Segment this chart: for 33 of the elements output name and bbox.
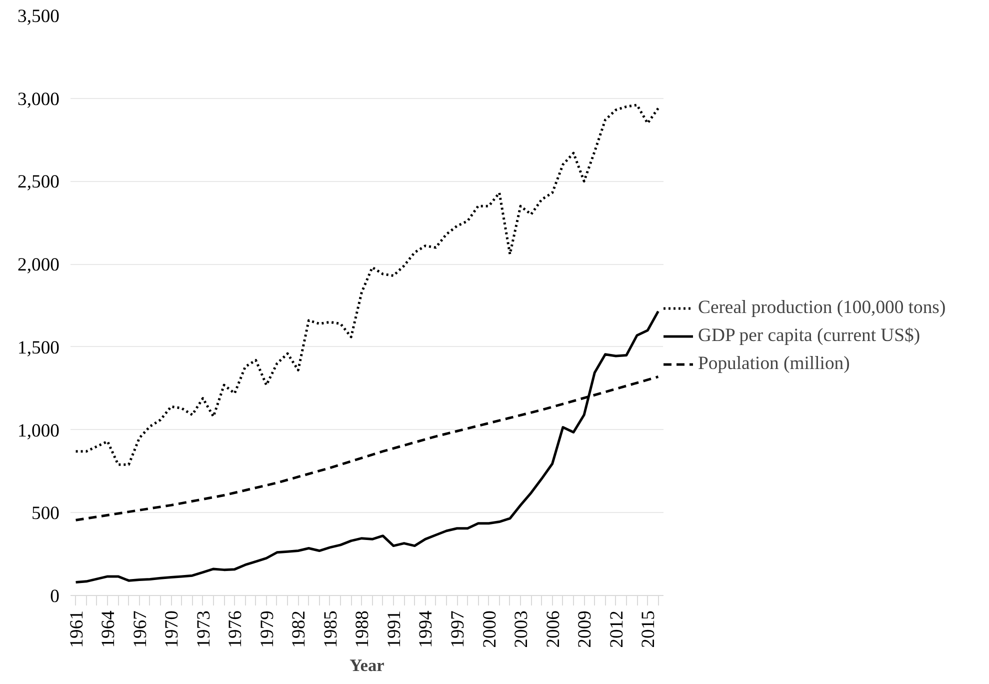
x-tick-label: 1976 (225, 610, 246, 648)
y-tick-label: 3,000 (18, 88, 60, 110)
x-tick-label: 2000 (479, 610, 500, 648)
x-tick-label: 1967 (130, 610, 151, 648)
x-tick-label: 1970 (162, 610, 183, 648)
x-tick-label: 1979 (256, 610, 278, 648)
x-tick-label: 2003 (511, 610, 532, 648)
x-tick-label: 1991 (384, 610, 405, 648)
x-tick-label: 1985 (320, 610, 342, 648)
y-tick-label: 500 (32, 503, 60, 524)
line-series (74, 310, 660, 584)
x-tick-label: 2012 (606, 610, 628, 648)
x-axis-title: Year (350, 656, 385, 675)
x-tick-label: 1973 (193, 610, 214, 648)
y-tick-label: 2,500 (18, 172, 60, 193)
legend-label: Population (million) (698, 353, 850, 375)
legend-label: GDP per capita (current US$) (698, 325, 920, 347)
x-tick-label: 1961 (66, 610, 88, 648)
y-tick-label: 1,000 (18, 420, 60, 442)
y-tick-label: 0 (50, 586, 60, 607)
line-series (74, 104, 660, 466)
x-tick-label: 2006 (542, 610, 564, 648)
x-tick-label: 1988 (352, 610, 374, 648)
x-tick-label: 1964 (98, 610, 120, 648)
y-tick-label: 1,500 (18, 337, 60, 358)
x-tick-label: 2009 (574, 610, 596, 648)
x-tick-label: 1997 (448, 610, 469, 648)
y-tick-label: 2,000 (18, 254, 60, 276)
legend-label: Cereal production (100,000 tons) (698, 297, 946, 319)
y-tick-label: 3,500 (18, 6, 60, 27)
x-tick-label: 1982 (288, 610, 310, 648)
x-tick-label: 2015 (638, 610, 660, 648)
x-tick-label: 1994 (416, 610, 437, 648)
